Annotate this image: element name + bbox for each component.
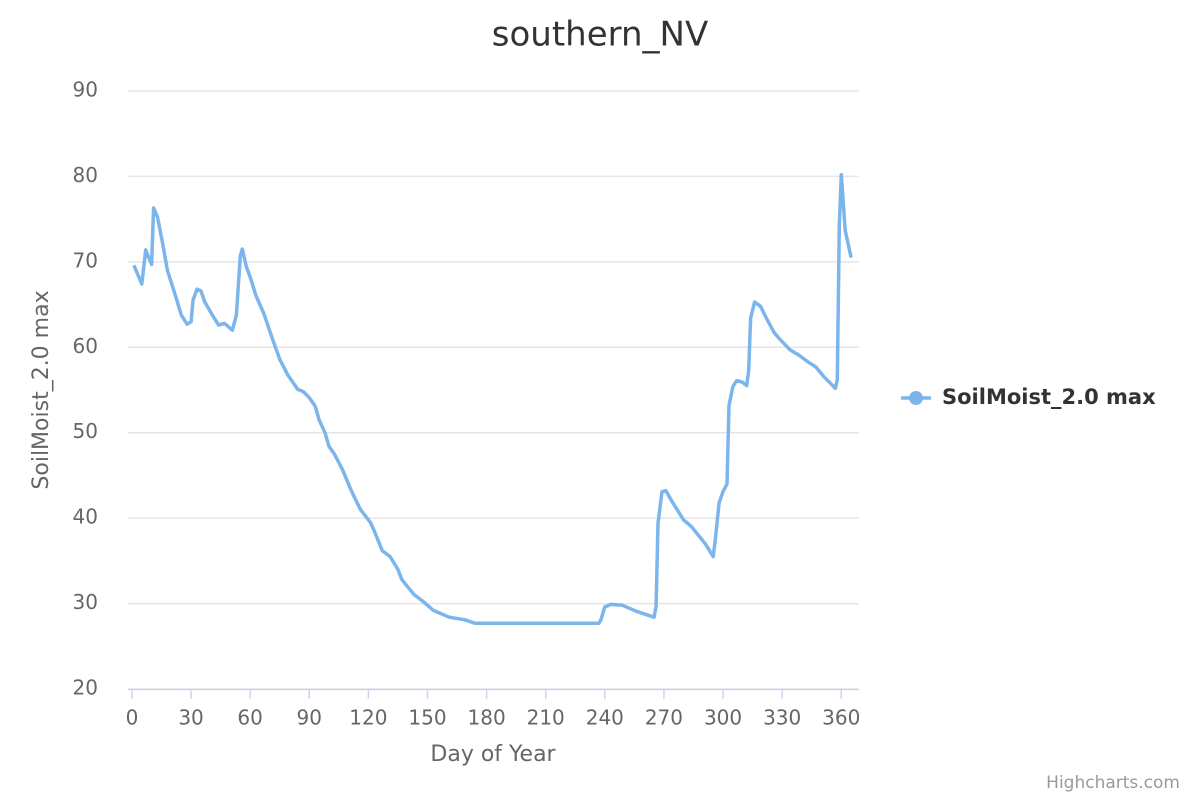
x-tick-label: 330 [763, 706, 801, 730]
x-tick-label: 180 [468, 706, 506, 730]
x-tick-label: 360 [822, 706, 860, 730]
x-tick-label: 300 [704, 706, 742, 730]
x-tick-label: 90 [297, 706, 322, 730]
x-tick-label: 210 [527, 706, 565, 730]
x-tick-label: 270 [645, 706, 683, 730]
legend-label[interactable]: SoilMoist_2.0 max [942, 385, 1156, 409]
x-tick-label: 0 [126, 706, 139, 730]
data-line [132, 172, 853, 625]
y-tick-label: 50 [73, 419, 98, 443]
y-axis-title: SoilMoist_2.0 max [29, 290, 54, 489]
credits[interactable]: Highcharts.com [1046, 773, 1180, 793]
y-tick-label: 20 [73, 676, 98, 700]
y-tick-label: 70 [73, 248, 98, 272]
y-tick-label: 60 [73, 334, 98, 358]
x-axis-title: Day of Year [430, 742, 556, 767]
x-tick-label: 30 [178, 706, 203, 730]
y-tick-label: 40 [73, 505, 98, 529]
y-tick-label: 90 [73, 78, 98, 102]
x-tick-label: 150 [408, 706, 446, 730]
chart-title: southern_NV [492, 15, 708, 55]
x-tick-label: 240 [586, 706, 624, 730]
x-tick-label: 60 [237, 706, 262, 730]
x-tick-label: 120 [349, 706, 387, 730]
legend-marker [909, 391, 923, 405]
y-tick-label: 80 [73, 163, 98, 187]
y-tick-label: 30 [73, 590, 98, 614]
